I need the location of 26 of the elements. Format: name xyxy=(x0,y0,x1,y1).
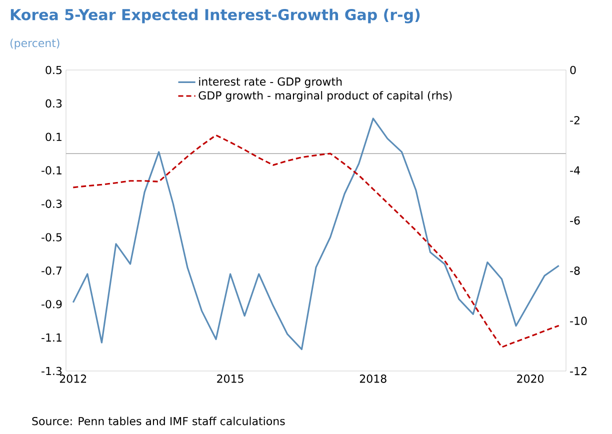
y-tick-label: -0.1 xyxy=(42,166,62,174)
chart-title: Korea 5-Year Expected Interest-Growth Gap (r-g) xyxy=(10,8,420,24)
legend-label: GDP growth - marginal product of capital (rhs) xyxy=(198,91,452,102)
y-tick-label: -0.5 xyxy=(42,233,62,242)
y-tick-label: -0.3 xyxy=(42,200,62,208)
x-tick-label: 2020 xyxy=(517,374,544,383)
y2-tick-label: -8 xyxy=(570,266,580,275)
y-tick-label: 0.3 xyxy=(46,99,62,108)
y-tick-label: 0.5 xyxy=(46,66,62,74)
chart-subtitle: (percent) xyxy=(10,38,60,50)
x-tick-label: 2018 xyxy=(360,374,386,383)
y-tick-label: -0.9 xyxy=(42,300,62,308)
y2-tick-label: -12 xyxy=(570,366,586,376)
y2-tick-label: -4 xyxy=(570,166,580,174)
source-note: Source: Penn tables and IMF staff calculations xyxy=(32,416,285,426)
y-tick-label: -1.1 xyxy=(42,334,62,342)
y-tick-label: 0.1 xyxy=(46,132,62,142)
x-tick-label: 2012 xyxy=(60,374,86,383)
y2-tick-label: -6 xyxy=(570,216,580,225)
y-tick-label: -0.7 xyxy=(42,266,62,275)
y2-tick-label: 0 xyxy=(570,66,576,74)
legend-label: interest rate - GDP growth xyxy=(199,77,342,88)
y2-tick-label: -2 xyxy=(570,116,580,124)
y2-tick-label: -10 xyxy=(570,316,587,325)
x-tick-label: 2015 xyxy=(217,374,244,383)
y-tick-label: -1.3 xyxy=(42,366,62,376)
